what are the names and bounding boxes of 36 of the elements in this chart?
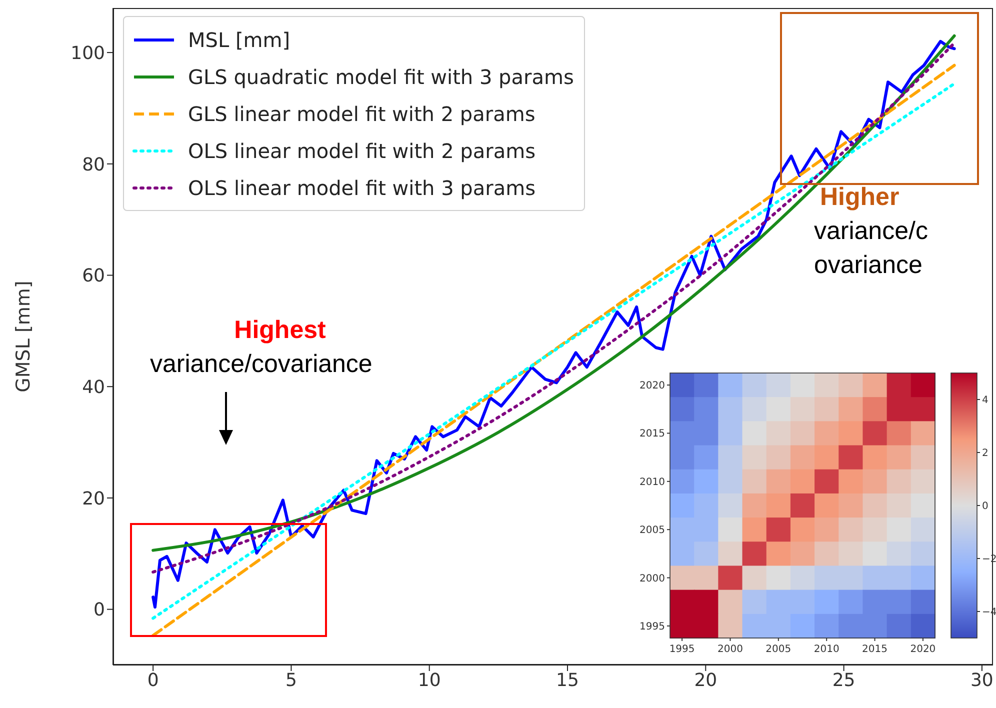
x-tick-label: 2005 bbox=[766, 644, 792, 655]
y-tick-label: 2020 bbox=[640, 380, 665, 392]
x-tick-label: 20 bbox=[694, 670, 718, 691]
x-tick-label: 30 bbox=[970, 670, 994, 691]
x-tick-label: 0 bbox=[147, 670, 159, 691]
y-tick-label: 80 bbox=[82, 154, 105, 176]
x-tick-label: 2020 bbox=[910, 644, 936, 655]
annotation: Highest variance/covariance bbox=[149, 315, 374, 380]
y-tick-label: 2005 bbox=[640, 525, 665, 536]
annotation: Higher variance/covariance bbox=[813, 182, 929, 281]
x-tick-label: 2010 bbox=[814, 644, 840, 655]
y-tick-label: 20 bbox=[82, 488, 105, 510]
color-bar-label: 2 bbox=[982, 448, 988, 459]
legend-label: OLS linear model fit with 3 params bbox=[188, 176, 536, 200]
x-tick-label: 25 bbox=[832, 670, 856, 691]
x-tick-label: 5 bbox=[285, 670, 297, 691]
y-tick-label: 40 bbox=[82, 377, 105, 398]
y-tick-label: 2010 bbox=[640, 476, 665, 488]
legend-label: MSL [mm] bbox=[188, 28, 290, 52]
y-tick-label: 0 bbox=[94, 600, 105, 621]
x-tick-label: 10 bbox=[418, 670, 441, 691]
x-tick-label: 2000 bbox=[718, 644, 743, 655]
y-tick-label: 100 bbox=[70, 42, 105, 64]
legend-label: OLS linear model fit with 2 params bbox=[188, 138, 536, 162]
x-tick-label: 15 bbox=[556, 670, 579, 691]
x-tick-label: 1995 bbox=[669, 644, 695, 655]
legend-label: GLS quadratic model fit with 3 params bbox=[188, 64, 574, 88]
y-tick-label: 2000 bbox=[640, 573, 665, 584]
x-tick-label: 2015 bbox=[862, 644, 888, 655]
y-tick-label: 2015 bbox=[640, 428, 665, 440]
y-axis-title: GMSL [mm] bbox=[12, 280, 35, 392]
legend-label: GLS linear model fit with 2 params bbox=[188, 102, 536, 126]
y-tick-label: 60 bbox=[82, 266, 105, 287]
color-bar-label: 4 bbox=[982, 395, 988, 406]
color-bar-label: 0 bbox=[982, 501, 988, 512]
y-tick-label: 1995 bbox=[640, 621, 665, 632]
